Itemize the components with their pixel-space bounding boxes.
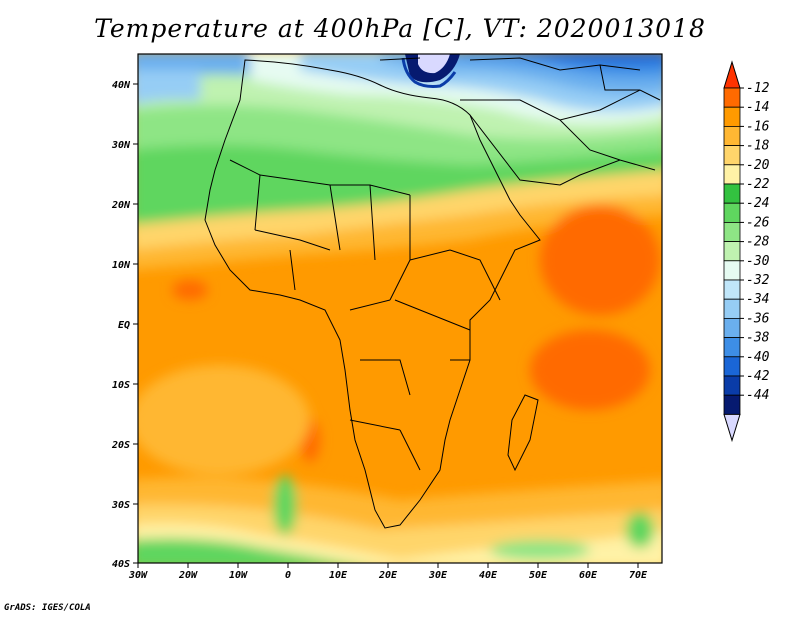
lon-label: 10E [329, 570, 348, 581]
colorbar-swatch [723, 356, 741, 377]
colorbar-swatch [723, 260, 741, 281]
colorbar-swatch [723, 317, 741, 338]
colorbar-label: -28 [746, 235, 770, 250]
lat-label: 40S [112, 559, 130, 570]
colorbar-label: -20 [746, 158, 770, 173]
lat-label: 30S [111, 500, 130, 511]
colorbar-arrow-bottom [723, 413, 741, 443]
colorbar-label: -16 [746, 119, 770, 134]
colorbar-label: -12 [746, 81, 770, 96]
colorbar-label: -18 [746, 139, 770, 154]
lon-label: 50E [529, 570, 548, 581]
credit-text: GrADS: IGES/COLA [4, 603, 91, 613]
lon-label: 40E [479, 570, 498, 581]
colorbar-label: -40 [746, 350, 770, 365]
lat-label: 20S [111, 440, 130, 451]
colorbar: -12 -14 -16 -18 -20 -22 -24 -26 -28 -30 -32 -34 -36 -… [723, 60, 770, 443]
colorbar-arrow-top [723, 60, 741, 89]
lat-tick-label-eq: EQ [118, 320, 138, 331]
lon-tick-label-0: 0 [285, 563, 291, 581]
lon-label: 10W [229, 570, 248, 581]
longitude-axis: 30W 20W 10W 0 10E 20E 30E 40E 50E 60E 70… [128, 563, 648, 581]
colorbar-swatch [723, 106, 741, 127]
colorbar-swatch [723, 183, 741, 204]
temperature-field [138, 54, 662, 563]
colorbar-label: -44 [746, 388, 769, 403]
colorbar-label: -22 [746, 177, 770, 192]
lat-tick-label-30n: 30N [111, 140, 138, 151]
lon-label: 60E [579, 570, 598, 581]
lon-tick-label-70e: 70E [629, 563, 648, 581]
colorbar-swatch [723, 337, 741, 358]
colorbar-swatch [723, 126, 741, 147]
map-frame [137, 53, 663, 564]
colorbar-swatch [723, 145, 741, 166]
colorbar-swatch [723, 164, 741, 185]
lon-tick-label-10e: 10E [329, 563, 348, 581]
lat-label: 40N [112, 80, 131, 91]
lon-label: 30E [428, 570, 448, 581]
lon-tick-label-20e: 20E [378, 563, 398, 581]
lat-tick-label-10s: 10S [112, 380, 138, 391]
coastlines [204, 57, 661, 529]
lon-label: 30W [128, 570, 148, 581]
colorbar-swatch [723, 279, 741, 300]
colorbar-label: -24 [746, 196, 769, 211]
lat-tick-label-40s: 40S [112, 559, 138, 570]
colorbar-swatch [723, 202, 741, 223]
lon-tick-label-40e: 40E [479, 563, 498, 581]
lon-label: 70E [629, 570, 648, 581]
colorbar-swatch [723, 221, 741, 242]
map-title: Temperature at 400hPa [C], VT: 202001301… [94, 14, 706, 43]
lat-label: 10N [112, 260, 131, 271]
lat-label: 10S [112, 380, 130, 391]
lat-tick-label-10n: 10N [112, 260, 138, 271]
lat-tick-label-20s: 20S [111, 440, 138, 451]
lon-tick-label-30w: 30W [128, 563, 148, 581]
lon-tick-label-10w: 10W [229, 563, 248, 581]
colorbar-label: -36 [746, 311, 770, 326]
colorbar-label: -30 [746, 254, 770, 269]
lon-label: 20E [378, 570, 398, 581]
colorbar-swatch [723, 241, 741, 262]
colorbar-swatch [723, 375, 741, 396]
lat-label: 30N [111, 140, 131, 151]
latitude-axis: 40N 30N 20N 10N EQ 10S 20S 30S 40S [111, 80, 138, 570]
colorbar-label: -42 [746, 369, 770, 384]
lon-label: 0 [285, 570, 291, 581]
colorbar-swatch [723, 298, 741, 319]
colorbar-swatch [723, 394, 741, 415]
colorbar-swatch [723, 87, 741, 108]
colorbar-label: -38 [746, 331, 770, 346]
lon-tick-label-20w: 20W [178, 563, 198, 581]
colorbar-label: -14 [746, 100, 769, 115]
lon-tick-label-50e: 50E [529, 563, 548, 581]
lat-tick-label-30s: 30S [111, 500, 138, 511]
lon-tick-label-60e: 60E [579, 563, 598, 581]
lat-tick-label-40n: 40N [112, 80, 138, 91]
colorbar-label: -34 [746, 292, 769, 307]
lon-label: 20W [178, 570, 198, 581]
colorbar-label: -26 [746, 215, 770, 230]
lat-label: 20N [111, 200, 131, 211]
colorbar-label: -32 [746, 273, 770, 288]
lat-tick-label-20n: 20N [111, 200, 138, 211]
lat-label: EQ [118, 320, 130, 331]
lon-tick-label-30e: 30E [428, 563, 448, 581]
